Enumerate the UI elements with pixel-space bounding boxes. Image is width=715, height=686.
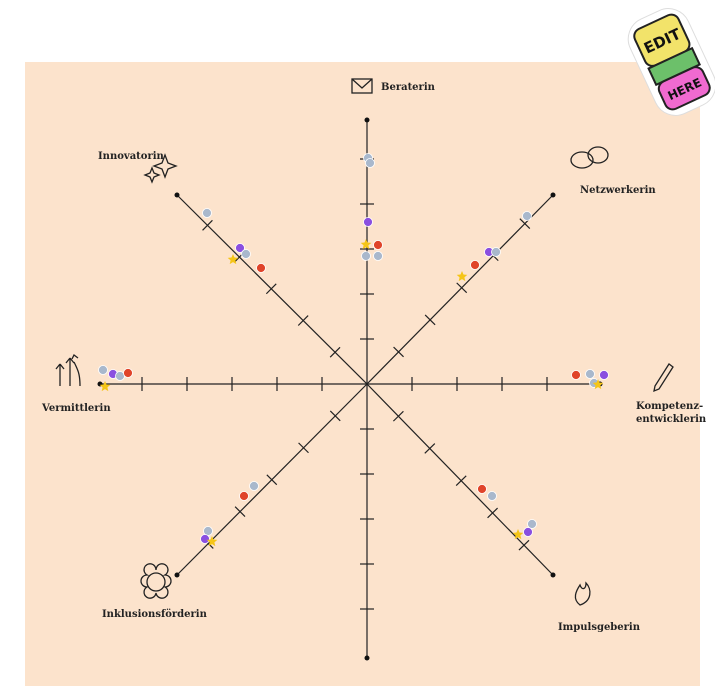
dot-marker: [242, 250, 251, 259]
dot-marker: [203, 209, 212, 218]
dot-marker: [374, 252, 383, 261]
axis-label: Impulsgeberin: [558, 622, 641, 633]
dot-marker: [492, 248, 501, 257]
dot-marker: [478, 485, 487, 494]
dot-marker: [201, 535, 210, 544]
axis-end: [175, 573, 180, 578]
axis-label: Kompetenz-: [636, 401, 703, 412]
axis-label: Netzwerkerin: [580, 185, 656, 196]
dot-marker: [362, 252, 371, 261]
axis-label: Inklusionsförderin: [102, 609, 208, 620]
axis-end: [365, 656, 370, 661]
dot-marker: [523, 212, 532, 221]
axis-end: [551, 573, 556, 578]
axis-label: Beraterin: [381, 82, 436, 93]
dot-marker: [586, 370, 595, 379]
dot-marker: [528, 520, 537, 529]
dot-marker: [524, 528, 533, 537]
dot-marker: [572, 371, 581, 380]
axis-end: [175, 193, 180, 198]
diagram: Beraterin Netzwerkerin Kompetenz- entwic…: [0, 0, 715, 686]
dot-marker: [99, 366, 108, 375]
dot-marker: [124, 369, 133, 378]
dot-marker: [374, 241, 383, 250]
dot-marker: [364, 218, 373, 227]
dot-marker: [240, 492, 249, 501]
dot-marker: [250, 482, 259, 491]
dot-marker: [600, 371, 609, 380]
dot-marker: [471, 261, 480, 270]
dot-marker: [366, 159, 375, 168]
axis-label: Vermittlerin: [41, 403, 111, 414]
dot-marker: [257, 264, 266, 273]
axis-label: Innovatorin: [98, 151, 165, 162]
dot-marker: [488, 492, 497, 501]
axis-label: entwicklerin: [636, 414, 707, 425]
page: Beraterin Netzwerkerin Kompetenz- entwic…: [0, 0, 715, 686]
axis-end: [551, 193, 556, 198]
axis-end: [365, 118, 370, 123]
